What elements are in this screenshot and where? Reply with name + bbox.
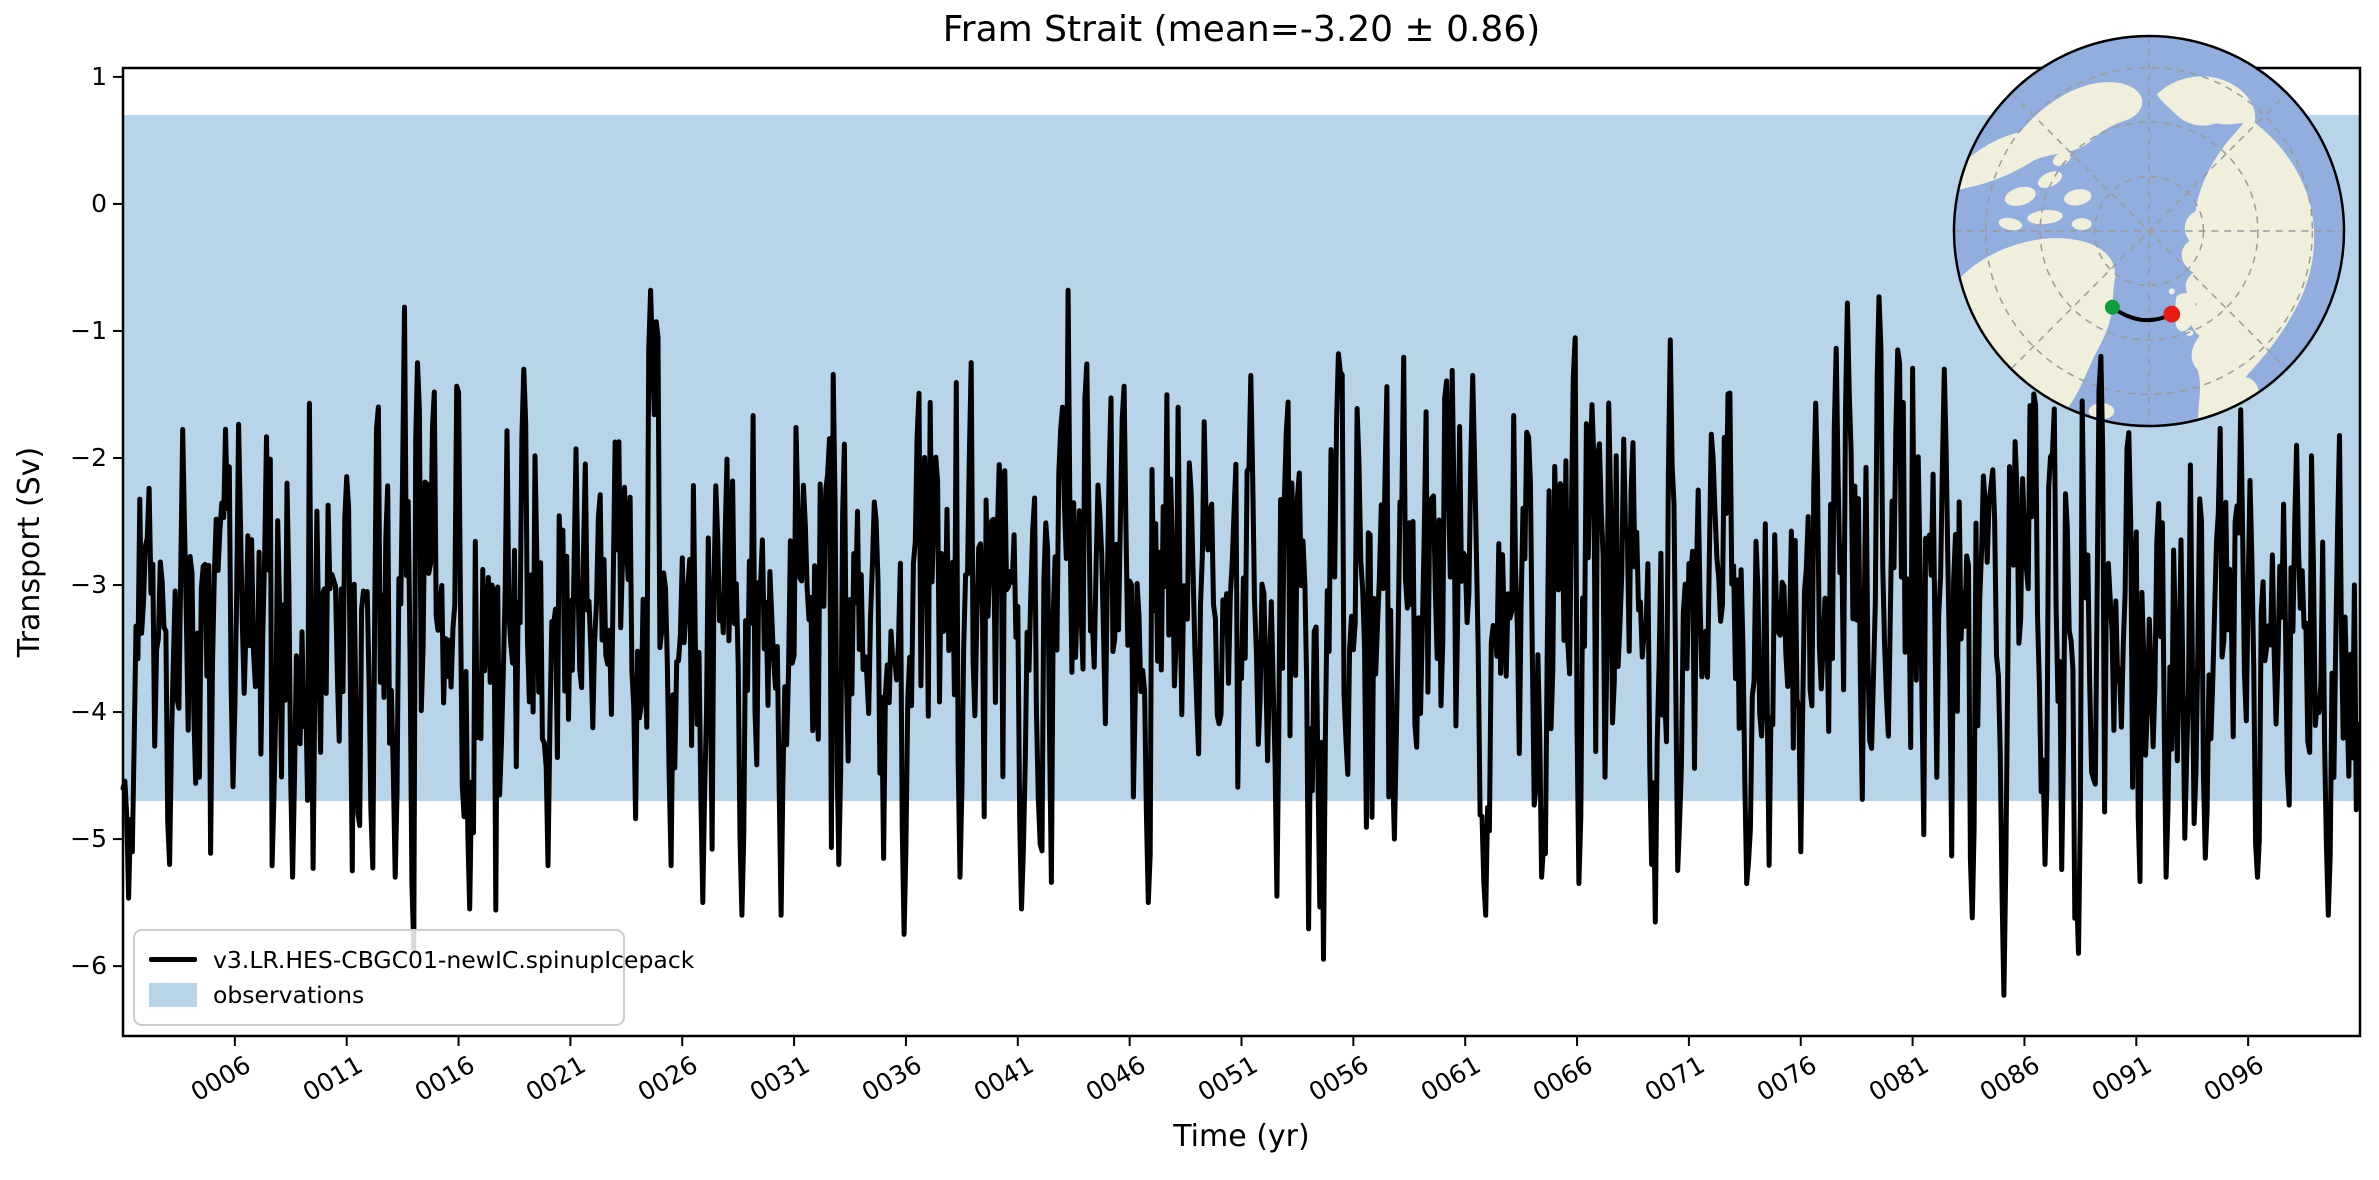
- land-svalbard: [2192, 295, 2203, 304]
- series-line: [120, 287, 2361, 998]
- y-tick-label: −6: [70, 951, 107, 981]
- legend: v3.LR.HES-CBGC01-newIC.spinupIcepack obs…: [133, 929, 694, 1026]
- land-svalbard: [2168, 288, 2175, 295]
- land-island: [2027, 210, 2063, 225]
- land-svalbard: [2185, 330, 2194, 336]
- land-island: [2052, 151, 2071, 166]
- land-island: [1998, 217, 2023, 231]
- map-border: [1952, 34, 2346, 428]
- legend-line-swatch: [149, 957, 197, 963]
- land-novaya-zemlya: [2200, 252, 2221, 279]
- x-axis-label: Time (yr): [1173, 1119, 1310, 1154]
- y-tick-label: −1: [70, 315, 107, 345]
- y-tick-label: −2: [70, 442, 107, 472]
- axes-frame: [121, 66, 2362, 1038]
- legend-band-swatch: [149, 983, 197, 1008]
- transect-start-marker: [2104, 299, 2120, 315]
- legend-item-observations: observations: [149, 978, 609, 1014]
- y-axis-label: Transport (Sv): [12, 446, 47, 658]
- y-tick-label: −4: [70, 697, 107, 727]
- land-svalbard: [2175, 293, 2196, 332]
- legend-item-series: v3.LR.HES-CBGC01-newIC.spinupIcepack: [149, 942, 694, 978]
- land-island: [2071, 218, 2092, 231]
- y-tick-label: −3: [70, 570, 107, 600]
- y-tick-label: 0: [91, 188, 107, 218]
- land-siberia: [2181, 118, 2315, 427]
- inset-map: [1952, 34, 2346, 428]
- legend-series-label: v3.LR.HES-CBGC01-newIC.spinupIcepack: [213, 945, 695, 974]
- chart-title: Fram Strait (mean=-3.20 ± 0.86): [942, 9, 1541, 50]
- land-island: [2004, 186, 2036, 206]
- land-north-america: [1953, 82, 2143, 192]
- y-tick-label: −5: [70, 824, 107, 854]
- legend-band-label: observations: [213, 981, 365, 1010]
- y-tick-label: 1: [91, 61, 107, 91]
- land-island: [2064, 189, 2092, 206]
- axis-ticks: [113, 75, 2250, 1046]
- map-graticule: [1953, 35, 2345, 427]
- transect-end-marker: [2163, 305, 2181, 323]
